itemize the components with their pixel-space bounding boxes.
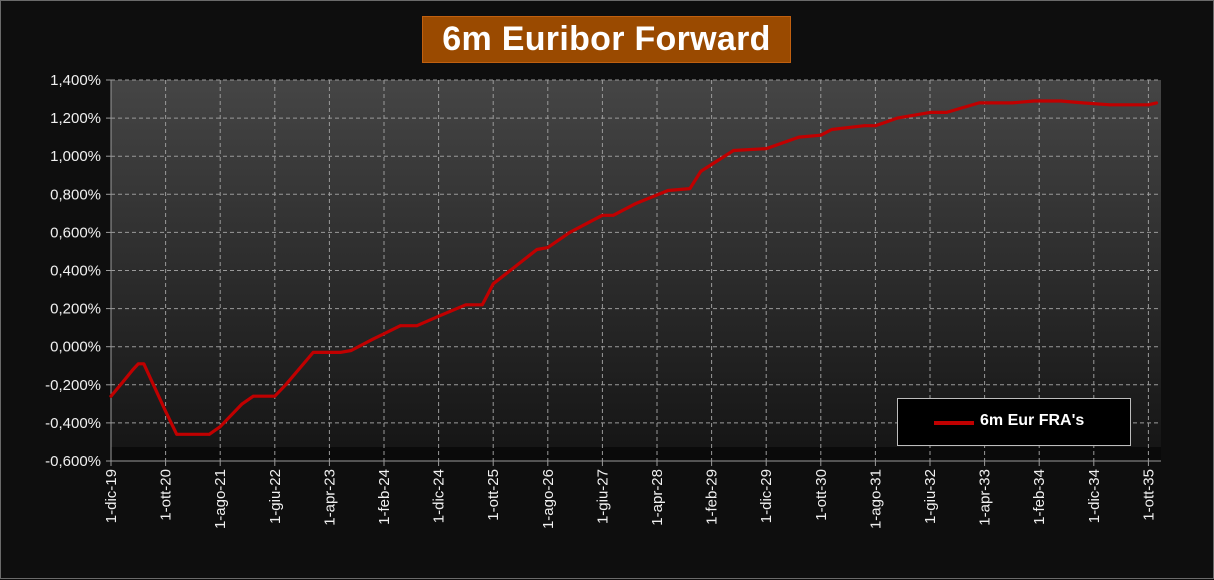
- y-tick-label: -0,200%: [45, 377, 101, 394]
- y-tick-label: 0,600%: [50, 224, 101, 241]
- x-tick-label: 1-dic-29: [758, 469, 775, 523]
- y-tick-label: 0,200%: [50, 301, 101, 318]
- series-point: [732, 149, 735, 152]
- series-point: [273, 394, 277, 398]
- series-point: [666, 189, 670, 192]
- y-tick-label: 1,000%: [50, 148, 101, 165]
- series-point: [688, 187, 692, 191]
- series-point: [437, 314, 441, 318]
- y-tick-label: 1,400%: [50, 72, 101, 89]
- x-tick-label: 1-giu-32: [922, 469, 939, 524]
- series-point: [311, 351, 315, 354]
- series-point: [109, 394, 113, 398]
- x-tick-label: 1-giu-27: [594, 469, 611, 524]
- series-point: [120, 381, 124, 385]
- series-point: [399, 324, 402, 328]
- series-point: [251, 394, 255, 398]
- series-point: [1108, 103, 1112, 107]
- y-axis-ticks: 1,400% 1,200% 1,000% 0,800% 0,600% 0,400% 0,20…: [45, 72, 111, 470]
- y-tick-label: 0,800%: [50, 186, 101, 203]
- series-point: [797, 135, 801, 139]
- x-tick-label: 1-apr-28: [649, 469, 666, 526]
- series-point: [415, 324, 419, 328]
- chart-title: 6m Euribor Forward: [442, 20, 771, 58]
- series-point: [945, 111, 948, 114]
- series-point: [699, 170, 703, 173]
- series-point: [1059, 99, 1063, 103]
- x-tick-label: 1-feb-34: [1031, 469, 1048, 525]
- chart-title-box: 6m Euribor Forward: [422, 16, 791, 63]
- series-point: [218, 425, 222, 429]
- series-point: [142, 362, 146, 366]
- series-point: [175, 432, 179, 436]
- y-tick-label: 0,000%: [50, 339, 101, 356]
- x-tick-label: 1-ott-30: [813, 469, 830, 521]
- series-point: [535, 248, 539, 251]
- series-point: [480, 303, 484, 307]
- series-point: [611, 213, 615, 217]
- x-tick-label: 1-apr-33: [977, 469, 994, 526]
- x-tick-label: 1-dic-24: [431, 469, 448, 523]
- series-line: [109, 99, 1159, 436]
- series-point: [874, 124, 877, 128]
- series-point: [1010, 101, 1014, 105]
- series-point: [1155, 101, 1158, 105]
- series-point: [371, 337, 375, 341]
- series-point: [928, 111, 932, 114]
- series-point: [977, 101, 981, 105]
- y-tick-label: -0,400%: [45, 415, 101, 432]
- x-tick-label: 1-ago-21: [212, 469, 229, 529]
- x-tick-label: 1-ago-26: [540, 469, 557, 529]
- x-tick-label: 1-dic-34: [1086, 469, 1103, 523]
- series-point: [284, 383, 288, 387]
- series-point: [491, 282, 495, 286]
- x-tick-label: 1-ott-35: [1140, 469, 1157, 521]
- series-point: [1081, 101, 1085, 105]
- y-tick-label: 1,200%: [50, 110, 101, 127]
- series-point: [464, 303, 468, 307]
- legend: 6m Eur FRA's: [897, 398, 1131, 446]
- series-layer: [109, 99, 1159, 436]
- series-point: [600, 213, 604, 217]
- series-point: [136, 362, 140, 366]
- series-point: [568, 231, 572, 234]
- legend-label: 6m Eur FRA's: [980, 412, 1085, 429]
- series-point: [164, 410, 168, 413]
- x-tick-label: 1-dic-19: [103, 469, 120, 523]
- x-tick-label: 1-feb-24: [376, 469, 393, 525]
- x-axis-ticks: 1-dic-19 1-ott-20 1-ago-21 1-giu-22 1-apr-23…: [103, 461, 1157, 529]
- plot-bottom-band: [111, 447, 1161, 461]
- series-point: [895, 116, 899, 120]
- x-tick-label: 1-ago-31: [867, 469, 884, 529]
- x-tick-label: 1-ott-20: [158, 469, 175, 521]
- y-tick-label: -0,600%: [45, 453, 101, 470]
- series-point: [131, 368, 135, 371]
- series-point: [633, 202, 637, 206]
- series-point: [240, 402, 244, 406]
- x-tick-label: 1-apr-23: [321, 469, 338, 526]
- series-point: [207, 432, 211, 436]
- series-point: [338, 351, 342, 354]
- series-point: [764, 147, 768, 151]
- x-tick-label: 1-ott-25: [485, 469, 502, 521]
- series-point: [863, 124, 866, 128]
- x-tick-label: 1-giu-22: [267, 469, 284, 524]
- series-point: [1147, 103, 1150, 107]
- series-point: [349, 349, 353, 352]
- series-point: [546, 246, 550, 250]
- series-point: [1032, 99, 1036, 103]
- series-point: [830, 128, 834, 131]
- series-point: [819, 133, 823, 137]
- x-tick-label: 1-feb-29: [704, 469, 721, 525]
- y-tick-label: 0,400%: [50, 263, 101, 280]
- legend-swatch: [934, 421, 974, 425]
